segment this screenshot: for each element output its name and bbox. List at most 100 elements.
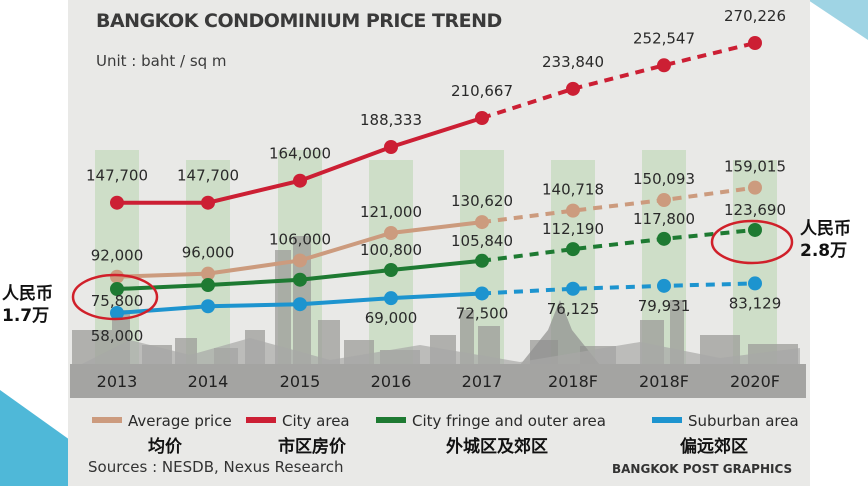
- annotation-right-line2: 2.8万: [800, 241, 848, 261]
- annotation-right-line1: 人民币: [800, 219, 851, 239]
- data-point: [657, 193, 671, 207]
- chart-unit: Unit : baht / sq m: [96, 52, 227, 70]
- data-label: 140,718: [542, 181, 604, 199]
- data-label: 100,800: [360, 241, 422, 259]
- data-label: 147,700: [86, 167, 148, 185]
- skyline-building: [318, 320, 340, 365]
- data-point: [201, 266, 215, 281]
- data-point: [201, 278, 215, 293]
- data-point: [201, 299, 215, 314]
- annotation-left: 人民币 1.7万: [2, 283, 53, 327]
- series-lines: [110, 36, 762, 320]
- legend-label: City fringe and outer area: [412, 412, 606, 430]
- data-point: [201, 195, 215, 210]
- data-label: 79,931: [638, 297, 691, 315]
- data-point: [384, 226, 398, 240]
- data-point: [475, 286, 489, 301]
- legend-label: Average price: [128, 412, 232, 430]
- x-tick-label: 2015: [280, 372, 321, 391]
- data-point: [384, 291, 398, 306]
- data-point: [657, 278, 671, 293]
- data-point: [475, 215, 489, 230]
- annotation-left-line2: 1.7万: [2, 306, 50, 326]
- data-point: [293, 272, 307, 287]
- data-label: 92,000: [91, 247, 144, 265]
- data-point: [748, 36, 762, 50]
- data-point: [384, 263, 398, 277]
- data-label: 159,015: [724, 158, 786, 176]
- data-point: [110, 269, 124, 284]
- data-label: 188,333: [360, 111, 422, 129]
- data-point: [566, 81, 580, 96]
- highlight-circle-2020: [710, 219, 794, 265]
- x-tick-label: 2016: [371, 372, 412, 391]
- data-point: [293, 253, 307, 268]
- annotation-right: 人民币 2.8万: [800, 218, 851, 262]
- data-label: 105,840: [451, 232, 513, 250]
- legend-zh-suburban: 偏远郊区: [680, 437, 748, 457]
- data-point: [384, 140, 398, 154]
- highlight-circle-2013: [71, 273, 159, 321]
- data-point: [748, 222, 762, 237]
- data-label: 106,000: [269, 230, 331, 248]
- data-label: 150,093: [633, 170, 695, 188]
- data-point: [475, 111, 489, 125]
- data-point: [748, 180, 762, 195]
- data-label: 96,000: [182, 244, 235, 262]
- data-label: 72,500: [456, 304, 509, 322]
- legend-label: City area: [282, 412, 350, 430]
- series-line-forecast: [481, 185, 756, 225]
- data-label: 210,667: [451, 82, 513, 100]
- data-point: [566, 203, 580, 218]
- data-point: [566, 242, 580, 257]
- series-line-forecast: [481, 281, 756, 296]
- legend: Average price City area City fringe and ou…: [92, 412, 799, 430]
- data-point: [110, 195, 124, 210]
- data-label: 164,000: [269, 145, 331, 163]
- data-label: 130,620: [451, 192, 513, 210]
- data-label: 252,547: [633, 29, 695, 47]
- data-point: [293, 173, 307, 188]
- data-label: 147,700: [177, 167, 239, 185]
- legend-zh-city: 市区房价: [278, 437, 346, 457]
- data-label: 112,190: [542, 220, 604, 238]
- series-line-forecast: [481, 41, 756, 120]
- data-label: 123,690: [724, 201, 786, 219]
- data-label: 76,125: [547, 300, 600, 318]
- data-labels: 92,000 96,000 106,000 121,000 130,620 140,718…: [86, 7, 786, 345]
- data-point: [475, 253, 489, 268]
- graphics-credit: BANGKOK POST GRAPHICS: [612, 462, 793, 476]
- x-tick-label: 2014: [188, 372, 229, 391]
- skyline-base: [80, 338, 800, 365]
- data-label: 270,226: [724, 7, 786, 25]
- data-label: 58,000: [91, 327, 144, 345]
- chart-title: BANGKOK CONDOMINIUM PRICE TREND: [96, 10, 502, 32]
- x-tick-label: 2020F: [730, 372, 780, 391]
- legend-label: Suburban area: [688, 412, 799, 430]
- x-axis-band: [70, 364, 806, 398]
- year-column: [733, 160, 777, 375]
- data-point: [657, 58, 671, 73]
- data-point: [110, 306, 124, 320]
- skyline-building: [478, 326, 500, 365]
- series-line-forecast: [481, 227, 756, 263]
- skyline-illustration: [72, 236, 800, 365]
- skyline-building: [460, 310, 474, 365]
- highlight-circles: [71, 219, 794, 321]
- legend-zh-fringe: 外城区及郊区: [446, 437, 548, 457]
- x-axis: 2013 2014 2015 2016 2017 2018F 2018F 2020F: [70, 364, 806, 398]
- x-tick-label: 2018F: [639, 372, 689, 391]
- data-point: [293, 297, 307, 312]
- annotation-left-line1: 人民币: [2, 284, 53, 304]
- data-point: [110, 282, 124, 296]
- data-point: [657, 231, 671, 246]
- data-label: 75,800: [91, 292, 144, 310]
- data-label: 233,840: [542, 53, 604, 71]
- sources-note: Sources : NESDB, Nexus Research: [88, 458, 344, 476]
- data-point: [566, 281, 580, 296]
- data-point: [748, 276, 762, 291]
- legend-zh-average: 均价: [148, 437, 182, 457]
- x-tick-label: 2018F: [548, 372, 598, 391]
